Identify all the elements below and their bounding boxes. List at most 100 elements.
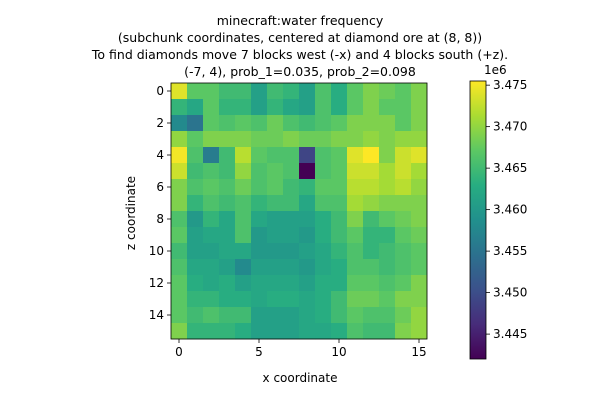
heatmap-cell xyxy=(347,131,364,148)
heatmap-cell xyxy=(363,307,380,324)
heatmap-cell xyxy=(411,275,428,292)
heatmap-cell xyxy=(395,147,412,164)
heatmap-cell xyxy=(299,179,316,196)
heatmap-cell xyxy=(171,115,188,132)
heatmap-cell xyxy=(331,259,348,276)
heatmap-cell xyxy=(283,163,300,180)
heatmap-cell xyxy=(331,115,348,132)
heatmap-cell xyxy=(347,99,364,116)
heatmap-cell xyxy=(331,291,348,308)
heatmap-cell xyxy=(395,291,412,308)
heatmap-cell xyxy=(363,163,380,180)
heatmap-cell xyxy=(235,163,252,180)
heatmap-cell xyxy=(171,275,188,292)
y-tick-label: 2 xyxy=(156,116,164,130)
heatmap-cell xyxy=(363,227,380,244)
heatmap-cell xyxy=(251,179,268,196)
heatmap-cell xyxy=(315,195,332,212)
heatmap-cell xyxy=(283,83,300,100)
colorbar-tick-label: 3.460 xyxy=(493,203,527,217)
heatmap-cell xyxy=(219,83,236,100)
heatmap-cell xyxy=(379,259,396,276)
x-tick-label: 5 xyxy=(255,345,263,359)
x-tick-label: 0 xyxy=(175,345,183,359)
heatmap-cell xyxy=(219,243,236,260)
heatmap-cell xyxy=(395,243,412,260)
heatmap-cell xyxy=(315,115,332,132)
heatmap-cell xyxy=(187,115,204,132)
heatmap-cell xyxy=(315,83,332,100)
heatmap-cell xyxy=(347,195,364,212)
heatmap-cell xyxy=(187,307,204,324)
chart-title: minecraft:water frequency (subchunk coor… xyxy=(91,13,508,79)
heatmap-cell xyxy=(251,307,268,324)
heatmap-cell xyxy=(363,243,380,260)
heatmap-cell xyxy=(347,163,364,180)
heatmap-cell xyxy=(395,259,412,276)
heatmap-cell xyxy=(363,275,380,292)
heatmap-cell xyxy=(315,291,332,308)
heatmap-cell xyxy=(331,243,348,260)
heatmap-cell xyxy=(379,163,396,180)
heatmap-cell xyxy=(347,307,364,324)
heatmap-cell xyxy=(171,195,188,212)
heatmap-cell xyxy=(395,99,412,116)
heatmap-cell xyxy=(251,163,268,180)
title-line-4: (-7, 4), prob_1=0.035, prob_2=0.098 xyxy=(184,64,416,79)
heatmap-cell xyxy=(299,291,316,308)
heatmap-cell xyxy=(315,307,332,324)
heatmap-cell xyxy=(251,275,268,292)
y-axis-ticks: 0 2 4 6 8 10 12 14 xyxy=(149,84,171,322)
heatmap-cell xyxy=(347,259,364,276)
heatmap-cell xyxy=(219,131,236,148)
heatmap-cell xyxy=(283,323,300,340)
heatmap-cell xyxy=(315,179,332,196)
heatmap-cell xyxy=(235,99,252,116)
heatmap-cell xyxy=(187,147,204,164)
heatmap-cell xyxy=(331,179,348,196)
x-axis-ticks: 0 5 10 15 xyxy=(175,339,427,359)
heatmap-cell xyxy=(363,83,380,100)
y-tick-label: 4 xyxy=(156,148,164,162)
heatmap-cell xyxy=(219,99,236,116)
heatmap-cell xyxy=(347,179,364,196)
x-axis-label: x coordinate xyxy=(263,371,338,385)
title-line-3: To find diamonds move 7 blocks west (-x)… xyxy=(91,47,508,62)
heatmap-cell xyxy=(203,275,220,292)
heatmap-cell xyxy=(379,147,396,164)
heatmap-cell xyxy=(251,211,268,228)
heatmap-cell xyxy=(203,195,220,212)
heatmap-cell xyxy=(203,83,220,100)
heatmap-cell xyxy=(235,323,252,340)
heatmap-cell xyxy=(219,179,236,196)
heatmap-cell xyxy=(219,275,236,292)
heatmap-cell xyxy=(171,179,188,196)
heatmap-cell xyxy=(395,163,412,180)
heatmap-cell xyxy=(331,211,348,228)
heatmap-cell xyxy=(299,115,316,132)
heatmap-cell xyxy=(203,147,220,164)
heatmap-cell xyxy=(363,147,380,164)
heatmap-cell xyxy=(315,163,332,180)
plot-frame xyxy=(170,82,428,340)
heatmap-cell xyxy=(411,243,428,260)
heatmap-cell xyxy=(283,259,300,276)
heatmap-cell xyxy=(411,323,428,340)
heatmap-cell xyxy=(203,323,220,340)
heatmap-cell xyxy=(411,115,428,132)
heatmap-cell xyxy=(379,99,396,116)
heatmap-cell xyxy=(203,307,220,324)
heatmap-cell xyxy=(363,195,380,212)
heatmap-cell xyxy=(299,163,316,180)
heatmap-cell xyxy=(235,259,252,276)
heatmap-cell xyxy=(395,131,412,148)
heatmap-cell xyxy=(203,243,220,260)
heatmap-cell xyxy=(331,227,348,244)
heatmap-cell xyxy=(395,323,412,340)
heatmap-cell xyxy=(395,83,412,100)
heatmap-cell xyxy=(411,259,428,276)
heatmap-cell xyxy=(299,83,316,100)
heatmap-cell xyxy=(187,275,204,292)
heatmap-cell xyxy=(187,83,204,100)
